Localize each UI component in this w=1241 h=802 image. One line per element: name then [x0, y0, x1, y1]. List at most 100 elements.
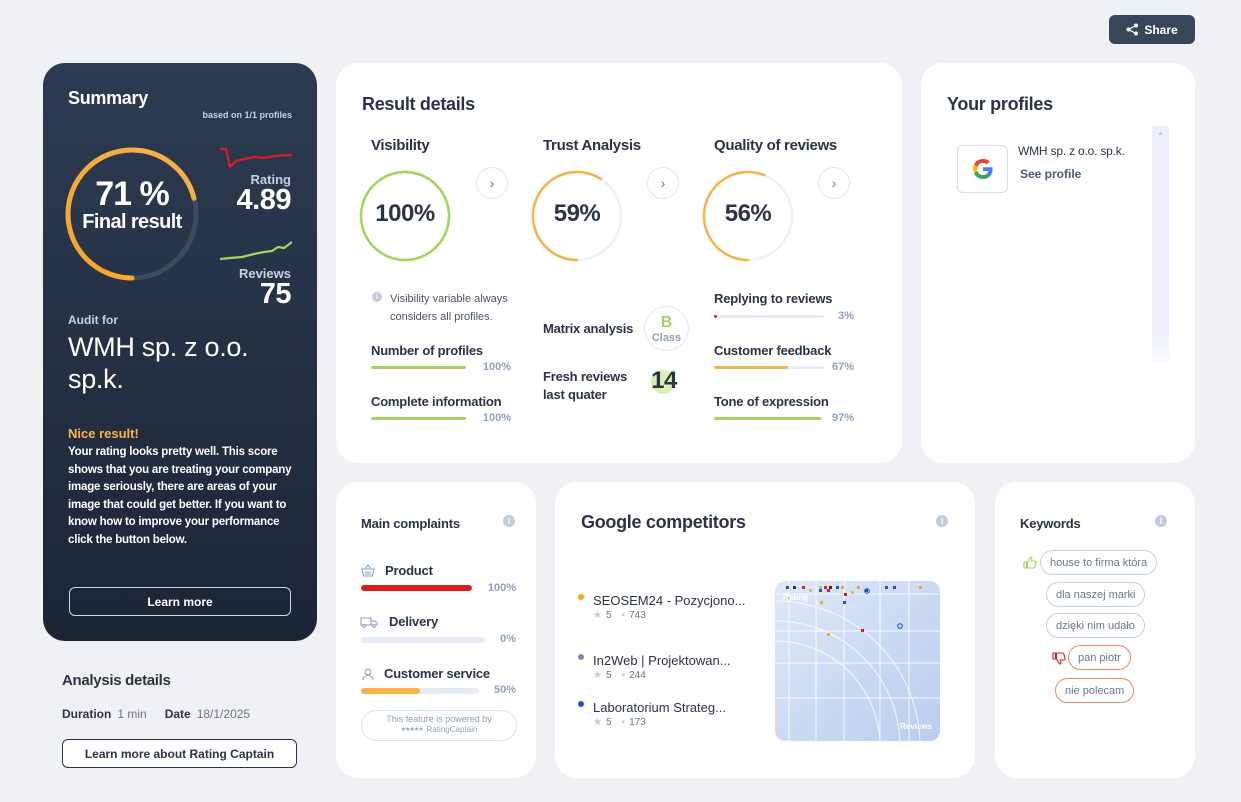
chevron-right-icon: ›: [660, 175, 666, 191]
keywords-card: Keywords i house to firma która dla nasz…: [995, 482, 1195, 778]
star-icon: ★: [593, 610, 602, 621]
nice-result-label: Nice result!: [68, 426, 139, 441]
profiles-scrollbar[interactable]: ▲: [1152, 126, 1169, 370]
fresh-reviews-value: 14: [651, 367, 677, 394]
tone-label: Tone of expression: [714, 394, 829, 409]
share-icon: [1126, 23, 1139, 36]
complaint-product-label: Product: [385, 563, 433, 578]
chart-point: [820, 601, 823, 604]
visibility-ring: [359, 170, 451, 262]
matrix-analysis-label: Matrix analysis: [543, 321, 634, 336]
chart-point: [861, 629, 864, 632]
competitor-item[interactable]: SEOSEM24 - Pozycjono... ★ 5 ▪ 743: [578, 592, 763, 621]
based-on-text: based on 1/1 profiles: [202, 110, 292, 120]
result-details-card: Result details Visibility 100% › i Visib…: [336, 63, 902, 463]
chart-point: [819, 586, 822, 589]
customer-feedback-label: Customer feedback: [714, 343, 832, 358]
competitor-reviews: 743: [629, 610, 646, 621]
chart-point: [819, 589, 822, 592]
info-icon[interactable]: i: [503, 515, 515, 527]
competitor-name: In2Web | Projektowan...: [593, 653, 731, 668]
trust-pct: 59%: [553, 200, 601, 227]
competitors-scatter-svg: [775, 581, 940, 741]
info-icon[interactable]: i: [936, 515, 948, 527]
chart-point: [865, 589, 868, 592]
visibility-title: Visibility: [371, 137, 430, 154]
your-profiles-card: Your profiles WMH sp. z o.o. sp.k. See p…: [921, 63, 1195, 463]
competitor-rating: 5: [605, 610, 612, 621]
chart-point: [824, 586, 827, 589]
rating-captain-stars: ★★★★★: [400, 727, 424, 733]
truck-icon: [360, 617, 378, 628]
number-of-profiles-label: Number of profiles: [371, 343, 483, 358]
thumbs-down-icon: [1052, 652, 1066, 665]
replying-pct: 3%: [838, 310, 854, 322]
keyword-chip-negative[interactable]: nie polecam: [1055, 678, 1135, 703]
complaint-customer-service-pct: 50%: [493, 684, 516, 696]
chart-point: [829, 586, 832, 589]
chevron-right-icon: ›: [831, 175, 837, 191]
final-result-pct: 71 %: [95, 175, 170, 213]
person-icon: [362, 668, 374, 681]
chart-point: [843, 601, 846, 604]
trust-analysis-title: Trust Analysis: [543, 137, 641, 154]
powered-by-text: This feature is powered by: [386, 714, 492, 724]
chart-point: [787, 597, 790, 600]
fresh-reviews-dot: [651, 370, 675, 394]
star-icon: ★: [593, 717, 602, 728]
visibility-pct: 100%: [375, 200, 435, 227]
reviews-label: Reviews: [238, 266, 291, 281]
competitor-color-dot: [578, 654, 584, 660]
rating-sparkline: [220, 147, 292, 169]
quality-arrow-button[interactable]: ›: [818, 167, 850, 199]
profile-name: WMH sp. z o.o. sp.k.: [1018, 144, 1125, 158]
tone-pct: 97%: [831, 412, 854, 424]
keyword-chip-negative[interactable]: pan piotr: [1068, 645, 1131, 670]
summary-card: Summary based on 1/1 profiles 71 % Final…: [43, 63, 317, 641]
see-profile-link[interactable]: See profile: [1020, 167, 1082, 181]
chevron-right-icon: ›: [489, 175, 495, 191]
keyword-chip[interactable]: dla naszej marki: [1046, 582, 1146, 607]
scroll-up-icon[interactable]: ▲: [1157, 130, 1164, 137]
customer-feedback-pct: 67%: [831, 361, 854, 373]
chart-point: [897, 623, 903, 629]
complaint-delivery-pct: 0%: [500, 633, 516, 645]
competitor-item[interactable]: Laboratorium Strateg... ★ 5 ▪ 173: [578, 699, 763, 728]
complaint-customer-service-bar: [361, 688, 479, 694]
competitor-reviews: 173: [629, 717, 646, 728]
matrix-grade: B: [660, 314, 673, 331]
rating-captain-logo: RatingCaptain: [426, 725, 478, 734]
learn-more-button[interactable]: Learn more: [69, 587, 291, 616]
info-icon: i: [372, 292, 382, 302]
complaint-product-pct: 100%: [487, 582, 516, 594]
quality-ring: [702, 170, 794, 262]
tone-bar: [714, 417, 824, 420]
competitor-color-dot: [578, 594, 584, 600]
share-button[interactable]: Share: [1109, 15, 1195, 44]
trust-arrow-button[interactable]: ›: [647, 167, 679, 199]
result-details-title: Result details: [362, 94, 475, 114]
chart-point: [844, 593, 847, 596]
powered-by-badge: This feature is powered by ★★★★★ RatingC…: [361, 710, 517, 741]
competitor-rating: 5: [605, 670, 612, 681]
chart-point: [809, 589, 812, 592]
your-profiles-title: Your profiles: [947, 94, 1053, 114]
main-complaints-title: Main complaints: [361, 516, 460, 531]
comment-icon: ▪: [621, 610, 626, 621]
chart-point: [827, 589, 830, 592]
keyword-chip[interactable]: house to firma która: [1040, 550, 1158, 575]
competitor-name: Laboratorium Strateg...: [593, 700, 726, 715]
info-icon[interactable]: i: [1155, 515, 1167, 527]
chart-point: [786, 586, 789, 589]
visibility-arrow-button[interactable]: ›: [476, 167, 508, 199]
competitor-item[interactable]: In2Web | Projektowan... ★ 5 ▪ 244: [578, 652, 763, 681]
visibility-note: Visibility variable always considers all…: [390, 293, 508, 323]
learn-more-rating-captain-button[interactable]: Learn more about Rating Captain: [62, 739, 297, 768]
chart-reviews-axis-label: Reviews: [899, 722, 932, 731]
competitor-color-dot: [578, 701, 584, 707]
competitors-scatter-chart: Rating Reviews: [775, 581, 940, 741]
summary-description: Your rating looks pretty well. This scor…: [68, 446, 292, 546]
competitor-meta: ★ 5 ▪ 173: [593, 717, 763, 728]
star-icon: ★: [593, 670, 602, 681]
keyword-chip[interactable]: dzięki nim udało: [1046, 613, 1145, 638]
